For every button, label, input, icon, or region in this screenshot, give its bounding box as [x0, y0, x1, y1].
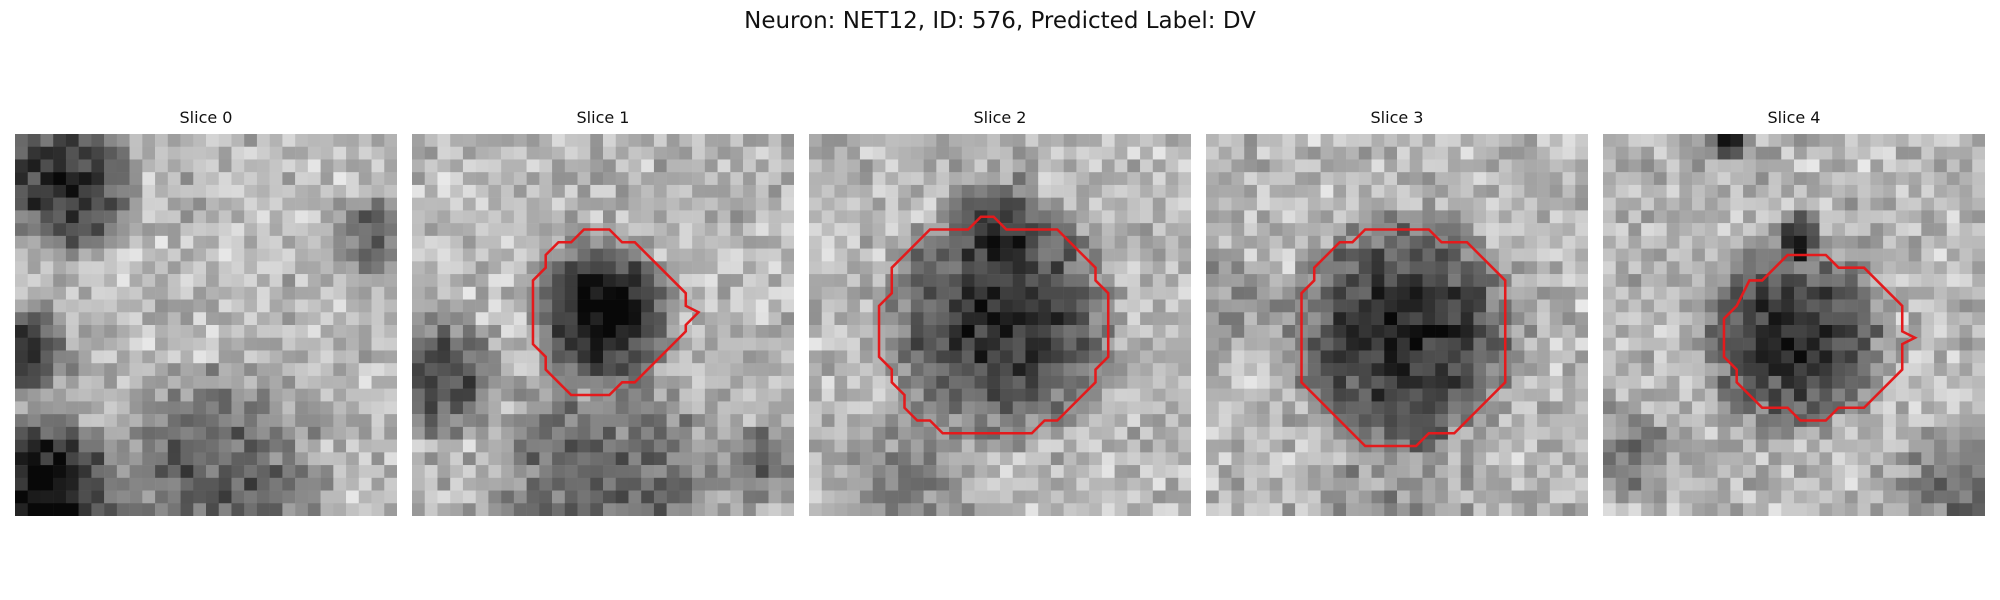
- slice-image: [1206, 134, 1588, 516]
- roi-contour: [531, 228, 701, 397]
- roi-contour: [1722, 253, 1918, 422]
- slice-image: [412, 134, 794, 516]
- slice-image: [15, 134, 397, 516]
- pixel-grid: [15, 134, 397, 516]
- pixel-grid: [412, 134, 794, 516]
- pixel-grid: [1206, 134, 1588, 516]
- slice-title: Slice 4: [1767, 108, 1821, 127]
- slice-title: Slice 0: [179, 108, 233, 127]
- slice-title: Slice 1: [576, 108, 630, 127]
- roi-contour: [877, 215, 1110, 435]
- slice-title: Slice 3: [1370, 108, 1424, 127]
- pixel-grid: [809, 134, 1191, 516]
- slice-image: [1603, 134, 1985, 516]
- figure-title: Neuron: NET12, ID: 576, Predicted Label:…: [744, 8, 1256, 34]
- roi-contour: [1300, 228, 1507, 448]
- pixel-grid: [1603, 134, 1985, 516]
- slice-image: [809, 134, 1191, 516]
- slice-title: Slice 2: [973, 108, 1027, 127]
